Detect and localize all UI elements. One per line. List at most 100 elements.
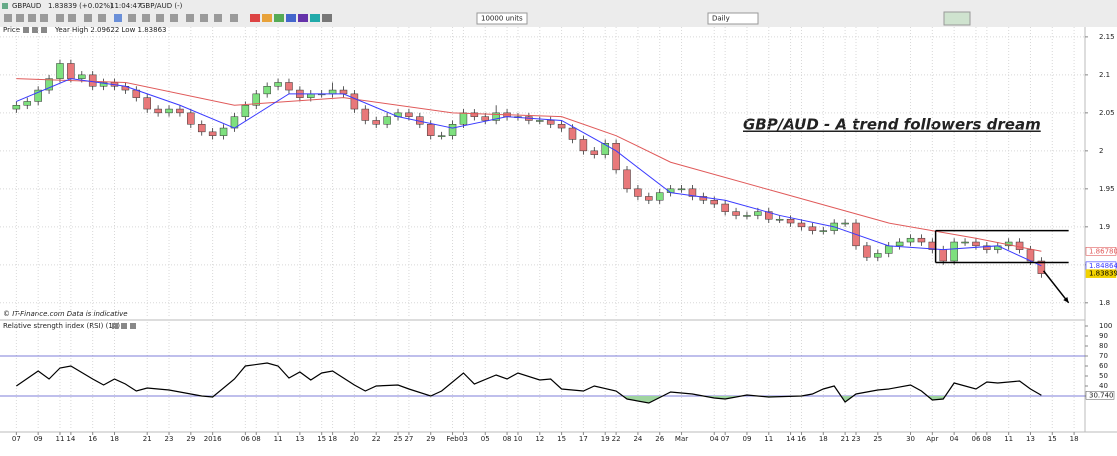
candle-body <box>448 124 457 136</box>
color-palette[interactable] <box>250 14 332 22</box>
candle-body <box>252 93 261 106</box>
x-tick-label: 29 <box>186 435 195 443</box>
x-tick-label: 06 <box>971 435 980 443</box>
candle-body <box>601 142 609 155</box>
candle-body <box>612 142 620 171</box>
x-tick-label: 22 <box>372 435 381 443</box>
candle-body <box>481 116 490 121</box>
y-tick-label: 50 <box>1099 372 1108 380</box>
candle-body <box>841 222 849 225</box>
candle-body <box>874 253 882 258</box>
price-tag <box>1085 246 1117 256</box>
x-tick-label: 26 <box>655 435 664 443</box>
candle-body <box>895 241 904 247</box>
x-tick-label: 09 <box>742 435 751 443</box>
candle-body <box>154 108 162 114</box>
x-tick-label: 11 <box>274 435 283 443</box>
panel-subtitle: Year High 2.09622 Low 1.83863 <box>54 26 167 34</box>
candle-body <box>176 108 184 114</box>
candle-body <box>143 97 151 110</box>
candle-body <box>372 120 380 125</box>
toolbar <box>0 0 1117 27</box>
x-tick-label: 11 <box>764 435 773 443</box>
candle-body <box>99 82 108 87</box>
candle-body <box>307 93 315 98</box>
moving-average <box>16 78 1042 252</box>
trend-drawing <box>1042 270 1070 304</box>
candle-body <box>350 93 359 110</box>
y-tick-label: 70 <box>1099 352 1108 360</box>
candle-body <box>56 63 64 79</box>
candle-body <box>437 135 446 137</box>
x-tick-label: 08 <box>252 435 261 443</box>
candle-body <box>699 196 708 201</box>
x-tick-label: 25 <box>873 435 882 443</box>
candle-body <box>645 196 653 201</box>
candle-body <box>1015 241 1024 250</box>
period-box[interactable] <box>707 12 759 25</box>
x-tick-label: 18 <box>328 435 337 443</box>
candle-body <box>285 82 293 91</box>
x-tick-label: 15 <box>557 435 566 443</box>
candle-body <box>470 112 479 117</box>
candle-body <box>241 105 250 117</box>
candle-body <box>187 112 195 125</box>
icon[interactable] <box>2 3 8 9</box>
candle-body <box>623 169 631 190</box>
candle-body <box>983 245 991 250</box>
candle-body <box>1037 260 1046 274</box>
x-tick-label: 04 <box>710 435 719 443</box>
candle-body <box>634 188 642 197</box>
candle-body <box>961 241 969 244</box>
candle-body <box>939 249 947 262</box>
x-tick-label: 14 <box>786 435 795 443</box>
candle-body <box>219 127 228 136</box>
x-tick-label: 11 <box>56 435 65 443</box>
x-tick-label: 07 <box>12 435 21 443</box>
quote: 1.83839 (+0.02%) <box>48 2 113 10</box>
y-tick-label: 100 <box>1099 322 1112 330</box>
x-tick-label: 18 <box>819 435 828 443</box>
x-tick-label: 25 <box>394 435 403 443</box>
candle-body <box>12 105 21 110</box>
candle-body <box>78 74 86 79</box>
moving-average <box>16 78 1042 267</box>
x-tick-label: 29 <box>426 435 435 443</box>
toolbar-icons[interactable] <box>4 14 238 22</box>
price-tag-label: 1.83839 <box>1089 270 1117 278</box>
x-tick-label: 2016 <box>204 435 222 443</box>
candle-body <box>197 124 206 133</box>
panel-icons[interactable] <box>23 27 47 33</box>
x-tick-label: 21 <box>841 435 850 443</box>
rsi-icons[interactable] <box>112 323 136 329</box>
x-tick-label: 21 <box>143 435 152 443</box>
x-tick-label: 18 <box>110 435 119 443</box>
oversold-fill <box>16 396 1042 403</box>
candle-body <box>797 222 806 228</box>
candle-body <box>568 127 577 140</box>
value-tag-label: 30.740 <box>1089 391 1114 399</box>
price-tag-label: 1.84864 <box>1089 262 1117 270</box>
candle-body <box>536 120 544 122</box>
units-box[interactable] <box>476 12 528 25</box>
candle-body <box>208 131 217 136</box>
x-tick-label: 13 <box>1026 435 1035 443</box>
candle-body <box>906 237 915 243</box>
candle-body <box>263 86 271 95</box>
candle-body <box>361 108 370 121</box>
candle-body <box>917 237 926 243</box>
x-tick-label: 16 <box>797 435 806 443</box>
candle-body <box>743 215 751 217</box>
candle-body <box>972 241 980 247</box>
units: 10000 units <box>481 15 523 23</box>
x-tick-label: 09 <box>34 435 43 443</box>
chart-type-button[interactable] <box>943 11 971 26</box>
x-tick-label: 23 <box>852 435 861 443</box>
period: Daily <box>712 15 730 23</box>
candle-body <box>459 112 468 125</box>
value-tag <box>1085 391 1115 400</box>
candle-body <box>710 199 718 205</box>
candle-body <box>383 116 391 125</box>
x-tick-label: 24 <box>633 435 642 443</box>
y-tick-label: 2.1 <box>1099 71 1110 79</box>
